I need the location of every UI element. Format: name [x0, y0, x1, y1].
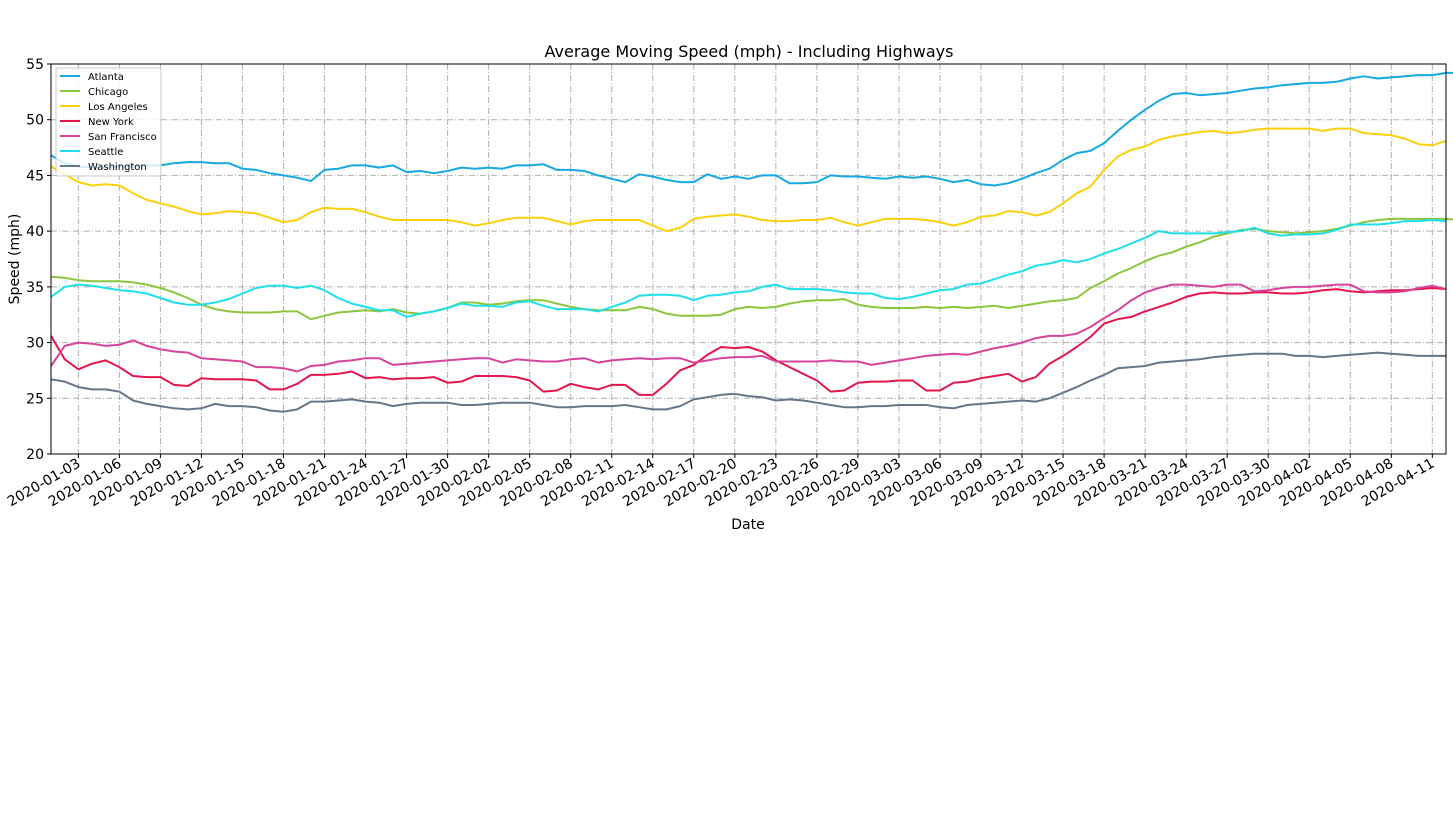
series-line-los-angeles [50, 127, 1447, 233]
y-tick-label: 50 [26, 113, 44, 129]
y-tick-label: 35 [26, 280, 44, 296]
series-line-atlanta [50, 71, 1453, 187]
series-lines [50, 71, 1453, 413]
legend-label: Seattle [88, 147, 123, 158]
y-tick-label: 55 [26, 57, 44, 73]
y-tick-label: 45 [26, 168, 44, 184]
chart-title: Average Moving Speed (mph) - Including H… [545, 42, 954, 61]
series-line-seattle [50, 219, 1447, 318]
y-tick-label: 40 [26, 224, 44, 240]
legend: Atlanta Chicago Los Angeles New York San Fra… [55, 67, 162, 177]
plot-frame [50, 63, 1447, 455]
legend-label: Atlanta [88, 72, 124, 83]
y-axis-label: Speed (mph) [7, 214, 23, 305]
y-tick-label: 30 [26, 336, 44, 352]
legend-label: New York [88, 117, 134, 128]
series-line-chicago [50, 217, 1453, 321]
legend-label: San Francisco [88, 132, 157, 143]
x-axis: 2020-01-032020-01-062020-01-092020-01-12… [5, 454, 1437, 510]
series-line-new-york [50, 287, 1447, 396]
y-axis: 20 25 30 35 40 45 50 55 [26, 57, 51, 463]
series-line-washington [50, 351, 1446, 413]
x-axis-label: Date [731, 517, 764, 533]
legend-label: Los Angeles [88, 102, 148, 113]
legend-label: Chicago [88, 87, 128, 98]
series-line-san-francisco [50, 283, 1447, 373]
grid [51, 64, 1446, 454]
y-tick-label: 25 [26, 391, 44, 407]
y-tick-label: 20 [26, 447, 44, 463]
legend-label: Washington [88, 162, 147, 173]
legend-box [55, 67, 162, 177]
